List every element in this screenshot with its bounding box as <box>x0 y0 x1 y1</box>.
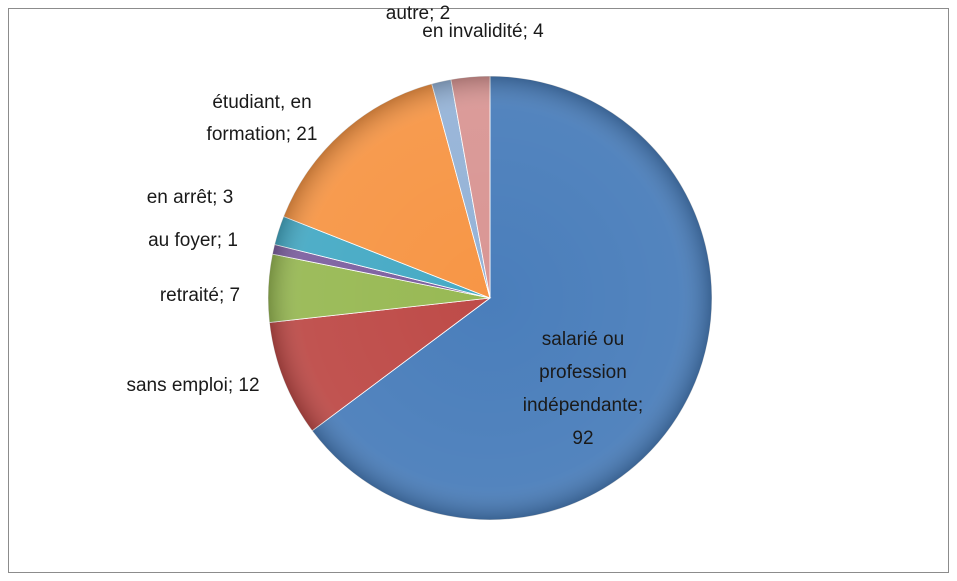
data-label: en arrêt; 3 <box>147 187 234 208</box>
data-label: retraité; 7 <box>160 285 240 306</box>
data-label: sans emploi; 12 <box>126 375 259 396</box>
data-label: au foyer; 1 <box>148 230 238 251</box>
labels: salarié ou profession indépendante; 92 sans … <box>126 3 643 449</box>
data-label: étudiant, en formation; 21 <box>207 92 318 145</box>
data-label: autre; 2 <box>386 3 450 24</box>
data-label: en invalidité; 4 <box>422 21 544 42</box>
data-label: salarié ou profession indépendante; 92 <box>523 329 643 449</box>
pie <box>267 75 713 521</box>
